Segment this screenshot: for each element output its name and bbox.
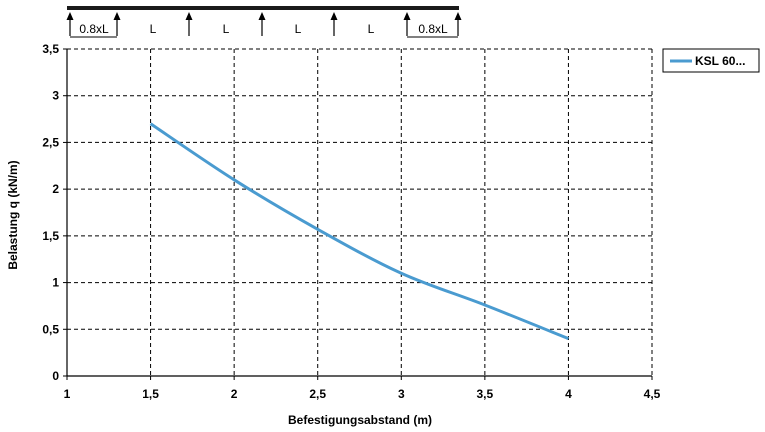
x-tick-label: 2 — [231, 387, 238, 401]
up-arrow-icon — [454, 12, 462, 20]
y-tick-label: 3,5 — [42, 42, 59, 56]
x-tick-label: 4,5 — [644, 387, 661, 401]
x-tick-label: 3 — [398, 387, 405, 401]
up-arrow-icon — [330, 12, 338, 20]
legend: KSL 60... — [662, 48, 760, 73]
tick-labels: 1 1,5 2 2,5 3 3,5 4 4,5 0 0,5 1 1,5 2 2,5 3 3,5 — [42, 42, 660, 401]
span-label: 0.8xL — [79, 22, 109, 36]
span-diagram: 0.8xL L L L L 0.8xL — [66, 6, 462, 38]
series-line — [149, 122, 569, 341]
span-label: L — [368, 22, 375, 36]
y-tick-label: 0,5 — [42, 322, 59, 336]
y-tick-label: 2,5 — [42, 135, 59, 149]
x-tick-label: 4 — [565, 387, 572, 401]
span-label: L — [295, 22, 302, 36]
y-tick-label: 2 — [52, 182, 59, 196]
span-label: 0.8xL — [418, 22, 448, 36]
x-axis-title: Befestigungsabstand (m) — [288, 413, 432, 427]
series-layer — [149, 122, 569, 341]
up-arrow-icon — [258, 12, 266, 20]
legend-box — [662, 48, 760, 73]
legend-label: KSL 60... — [695, 54, 745, 68]
x-tick-label: 1 — [64, 387, 71, 401]
x-tick-label: 1,5 — [142, 387, 159, 401]
up-arrow-icon — [113, 12, 121, 20]
y-tick-label: 3 — [52, 89, 59, 103]
grid — [67, 48, 653, 376]
beam-bar — [67, 6, 459, 10]
axes — [63, 48, 653, 380]
y-tick-label: 1,5 — [42, 229, 59, 243]
y-axis-title: Belastung q (kN/m) — [6, 160, 20, 269]
y-tick-label: 0 — [52, 369, 59, 383]
up-arrow-icon — [403, 12, 411, 20]
span-label: L — [150, 22, 157, 36]
y-tick-label: 1 — [52, 276, 59, 290]
up-arrow-icon — [185, 12, 193, 20]
x-tick-label: 3,5 — [477, 387, 494, 401]
span-label: L — [223, 22, 230, 36]
up-arrow-icon — [66, 12, 74, 20]
x-tick-label: 2,5 — [309, 387, 326, 401]
